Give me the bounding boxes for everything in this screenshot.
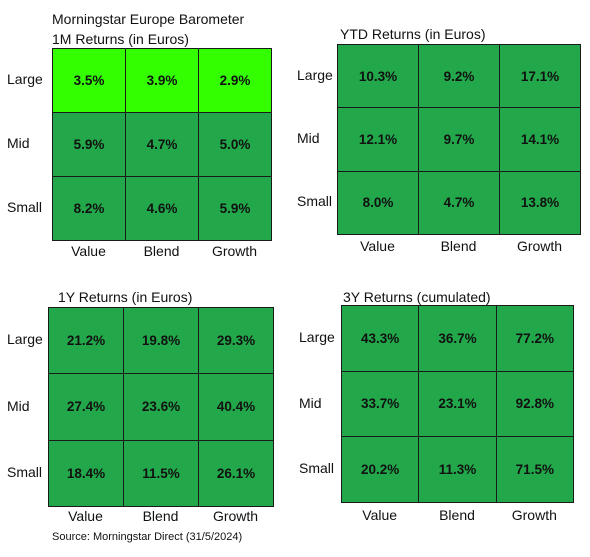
heatmap-cell: 26.1% bbox=[198, 439, 274, 507]
heatmap-cell: 33.7% bbox=[341, 370, 420, 438]
row-label: Small bbox=[299, 460, 335, 477]
row-label: Large bbox=[299, 328, 335, 345]
heatmap-cell: 43.3% bbox=[341, 305, 420, 372]
source-note: Source: Morningstar Direct (31/5/2024) bbox=[52, 531, 243, 543]
heatmap-cell: 40.4% bbox=[198, 373, 274, 441]
column-label: Value bbox=[362, 507, 398, 523]
heatmap-cell: 5.9% bbox=[198, 176, 272, 241]
heatmap-cell: 3.5% bbox=[52, 48, 126, 113]
row-label: Large bbox=[7, 71, 43, 87]
heatmap-grid: 43.3% 36.7% 77.2% 33.7% 23.1% 92.8% 20.2% 11.3%… bbox=[341, 305, 574, 503]
heatmap-cell: 23.6% bbox=[123, 373, 199, 441]
heatmap-cell: 36.7% bbox=[418, 305, 497, 372]
heatmap-cell: 17.1% bbox=[499, 44, 581, 109]
heatmap-cell: 3.9% bbox=[125, 48, 199, 113]
row-label: Large bbox=[297, 66, 333, 83]
heatmap-cell: 29.3% bbox=[198, 307, 274, 375]
row-label: Mid bbox=[7, 135, 30, 151]
column-label: Blend bbox=[440, 238, 477, 254]
column-label: Growth bbox=[211, 243, 258, 259]
heatmap-grid: 3.5% 3.9% 2.9% 5.9% 4.7% 5.0% 8.2% 4.6% 5.9% bbox=[52, 48, 272, 241]
column-label: Growth bbox=[511, 507, 557, 523]
heatmap-cell: 18.4% bbox=[48, 439, 124, 507]
heatmap-grid: 10.3% 9.2% 17.1% 12.1% 9.7% 14.1% 8.0% 4.7% 13.8… bbox=[337, 44, 581, 235]
column-label: Blend bbox=[143, 243, 180, 259]
heatmap-cell: 13.8% bbox=[499, 170, 581, 235]
panel-title: YTD Returns (in Euros) bbox=[340, 26, 486, 42]
heatmap-cell: 77.2% bbox=[495, 305, 574, 372]
heatmap-cell: 11.3% bbox=[418, 436, 497, 503]
heatmap-cell: 27.4% bbox=[48, 373, 124, 441]
heatmap-cell: 23.1% bbox=[418, 370, 497, 438]
row-label: Small bbox=[297, 193, 333, 210]
row-label: Mid bbox=[7, 397, 30, 414]
column-label: Blend bbox=[142, 508, 179, 524]
heatmap-cell: 5.0% bbox=[198, 112, 272, 177]
heatmap-cell: 8.0% bbox=[337, 170, 419, 235]
heatmap-grid: 21.2% 19.8% 29.3% 27.4% 23.6% 40.4% 18.4% 11.5%… bbox=[48, 307, 274, 507]
heatmap-cell: 4.7% bbox=[125, 112, 199, 177]
column-label: Value bbox=[68, 508, 103, 524]
panel-title: 1Y Returns (in Euros) bbox=[58, 289, 193, 305]
panel-title: 3Y Returns (cumulated) bbox=[343, 289, 491, 305]
heatmap-cell: 9.2% bbox=[418, 44, 500, 109]
column-label: Value bbox=[360, 238, 395, 254]
column-label: Value bbox=[71, 243, 106, 259]
column-label: Blend bbox=[439, 507, 475, 523]
row-label: Mid bbox=[299, 394, 322, 411]
heatmap-cell: 71.5% bbox=[495, 436, 574, 503]
row-label: Small bbox=[7, 199, 43, 215]
heatmap-cell: 4.6% bbox=[125, 176, 199, 241]
column-label: Growth bbox=[212, 508, 259, 524]
heatmap-cell: 92.8% bbox=[495, 370, 574, 438]
column-label: Growth bbox=[516, 238, 563, 254]
panel-title: 1M Returns (in Euros) bbox=[52, 31, 189, 47]
row-label: Large bbox=[7, 331, 43, 348]
heatmap-cell: 8.2% bbox=[52, 176, 126, 241]
heatmap-cell: 5.9% bbox=[52, 112, 126, 177]
heatmap-cell: 2.9% bbox=[198, 48, 272, 113]
heatmap-cell: 12.1% bbox=[337, 107, 419, 172]
heatmap-cell: 20.2% bbox=[341, 436, 420, 503]
row-label: Small bbox=[7, 463, 43, 480]
row-label: Mid bbox=[297, 130, 320, 146]
heatmap-cell: 10.3% bbox=[337, 44, 419, 109]
heatmap-cell: 14.1% bbox=[499, 107, 581, 172]
barometer-title: Morningstar Europe Barometer bbox=[52, 11, 245, 27]
heatmap-cell: 4.7% bbox=[418, 170, 500, 235]
heatmap-cell: 21.2% bbox=[48, 307, 124, 375]
heatmap-cell: 11.5% bbox=[123, 439, 199, 507]
heatmap-cell: 9.7% bbox=[418, 107, 500, 172]
heatmap-cell: 19.8% bbox=[123, 307, 199, 375]
